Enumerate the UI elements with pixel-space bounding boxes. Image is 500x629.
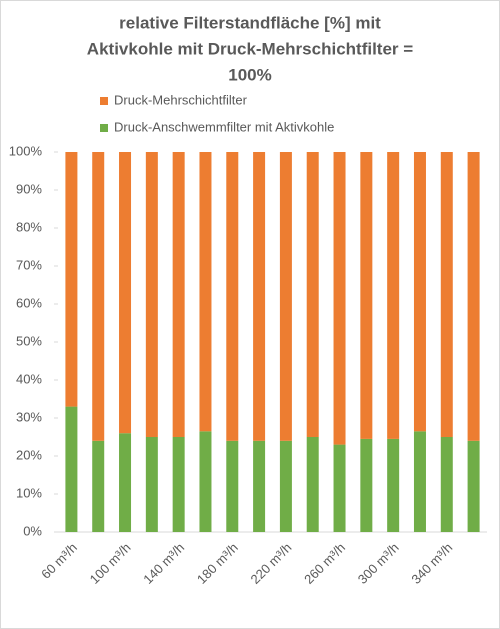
y-tick-label: 90%: [16, 181, 42, 196]
bar-segment: [333, 444, 346, 532]
bar-segment: [279, 152, 292, 441]
bar-segment: [199, 431, 212, 532]
bar-segment: [467, 440, 480, 532]
bar-segment: [199, 152, 212, 432]
bar-segment: [387, 152, 400, 439]
bar-segment: [413, 431, 426, 532]
legend-label: Druck-Mehrschichtfilter: [114, 92, 248, 107]
bar-segment: [253, 152, 266, 441]
chart-title: Aktivkohle mit Druck-Mehrschichtfilter =: [87, 39, 413, 58]
chart-title: relative Filterstandfläche [%] mit: [119, 13, 381, 32]
bar-segment: [65, 406, 78, 532]
bar-segment: [360, 152, 373, 439]
bar-segment: [172, 152, 185, 437]
bar-segment: [119, 152, 132, 434]
y-tick-label: 0%: [23, 523, 42, 538]
y-tick-label: 60%: [16, 295, 42, 310]
bar-segment: [226, 152, 239, 441]
bar-segment: [413, 152, 426, 432]
y-tick-label: 40%: [16, 371, 42, 386]
chart-title: 100%: [228, 65, 271, 84]
bar-segment: [65, 152, 78, 407]
y-tick-label: 70%: [16, 257, 42, 272]
y-tick-label: 10%: [16, 485, 42, 500]
bar-segment: [387, 438, 400, 532]
bar-segment: [253, 440, 266, 532]
bar-segment: [306, 152, 319, 437]
bar-segment: [226, 440, 239, 532]
bar-segment: [440, 152, 453, 437]
y-tick-label: 80%: [16, 219, 42, 234]
bar-segment: [467, 152, 480, 441]
bar-segment: [119, 433, 132, 532]
bar-segment: [360, 438, 373, 532]
y-tick-label: 20%: [16, 447, 42, 462]
bar-segment: [279, 440, 292, 532]
y-tick-label: 50%: [16, 333, 42, 348]
bar-segment: [145, 152, 158, 437]
bar-segment: [92, 440, 105, 532]
bar-segment: [306, 437, 319, 532]
legend-swatch: [100, 97, 108, 105]
y-tick-label: 100%: [9, 143, 43, 158]
bar-segment: [92, 152, 105, 441]
bar-segment: [172, 437, 185, 532]
bar-segment: [440, 437, 453, 532]
legend-swatch: [100, 124, 108, 132]
y-tick-label: 30%: [16, 409, 42, 424]
bar-segment: [333, 152, 346, 445]
legend-label: Druck-Anschwemmfilter mit Aktivkohle: [114, 119, 334, 134]
bar-segment: [145, 437, 158, 532]
